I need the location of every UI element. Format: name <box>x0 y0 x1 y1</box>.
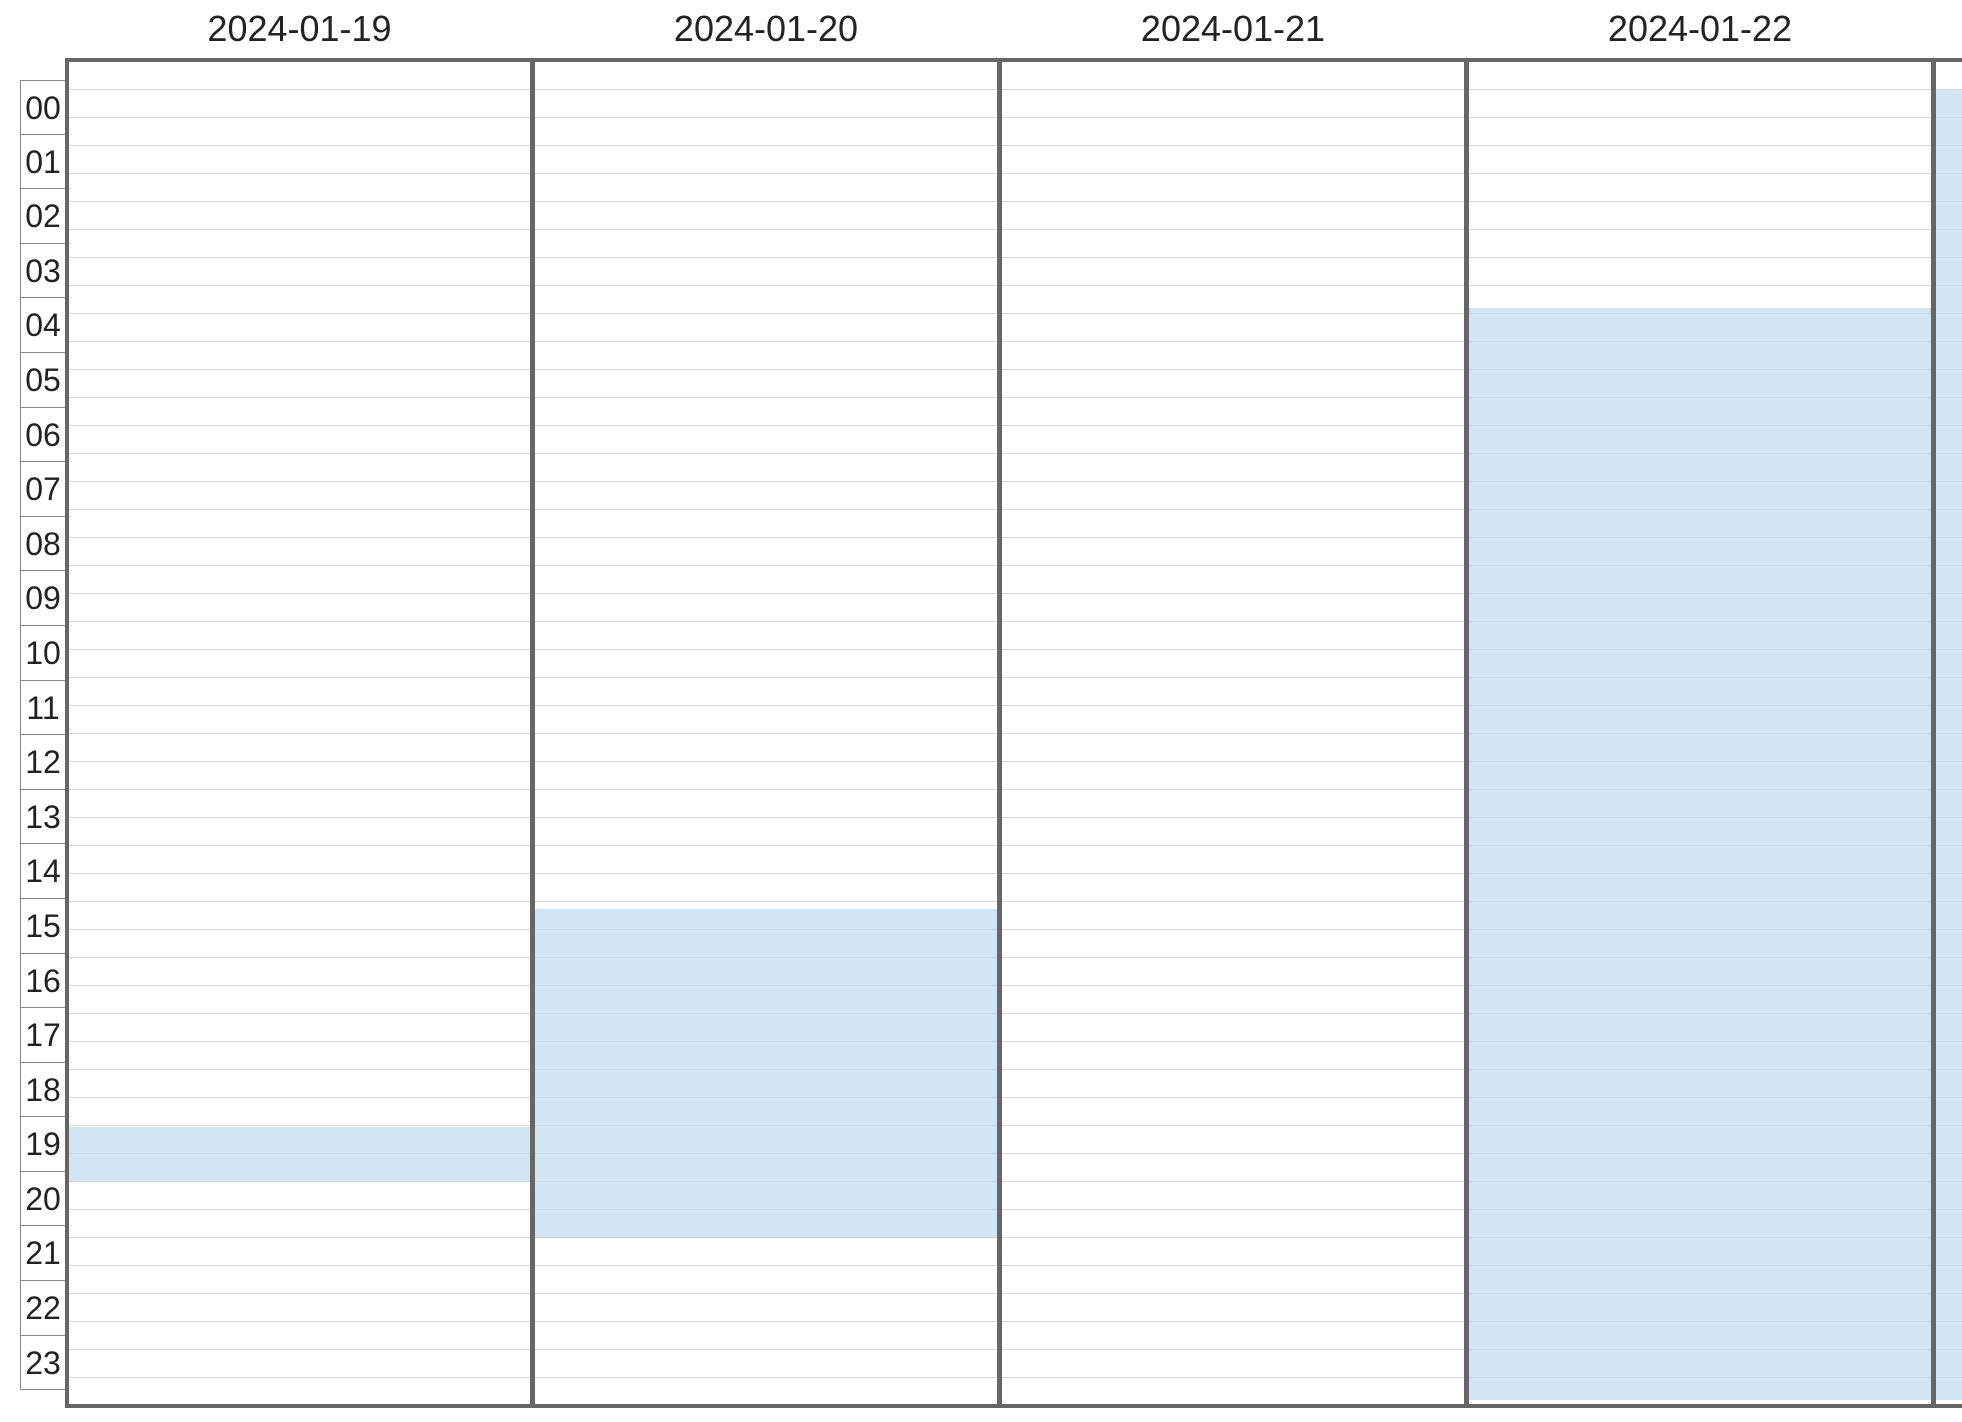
hour-label: 00 <box>20 80 66 135</box>
hour-label: 05 <box>20 352 66 408</box>
day-column-2024-01-21[interactable] <box>1002 62 1464 1404</box>
hour-label: 08 <box>20 516 66 572</box>
day-column-2024-01-20[interactable] <box>535 62 997 1404</box>
hour-label: 12 <box>20 735 66 790</box>
column-divider <box>530 58 535 1408</box>
column-divider <box>1464 58 1469 1408</box>
hour-label: 21 <box>20 1226 66 1282</box>
hour-label: 20 <box>20 1171 66 1227</box>
busy-block[interactable] <box>69 1127 530 1182</box>
hour-label: 18 <box>20 1062 66 1118</box>
hour-label: 09 <box>20 571 66 626</box>
day-header-2024-01-19: 2024-01-19 <box>207 8 392 49</box>
day-column-next[interactable] <box>1936 62 1962 1404</box>
hour-label: 06 <box>20 407 66 463</box>
column-divider <box>997 58 1002 1408</box>
hour-label: 22 <box>20 1281 66 1336</box>
hour-label: 14 <box>20 844 66 899</box>
hour-label: 17 <box>20 1008 66 1063</box>
hour-label: 11 <box>20 680 66 736</box>
hour-label: 19 <box>20 1117 66 1172</box>
hour-label: 13 <box>20 789 66 845</box>
calendar-grid-frame <box>65 58 1962 1408</box>
day-header-2024-01-20: 2024-01-20 <box>673 8 859 49</box>
hour-label: 07 <box>20 462 66 517</box>
column-divider <box>1931 58 1936 1408</box>
hour-label: 01 <box>20 134 66 190</box>
day-header-2024-01-22: 2024-01-22 <box>1607 8 1793 49</box>
busy-block[interactable] <box>1469 308 1931 1401</box>
hour-label: 02 <box>20 189 66 244</box>
day-column-2024-01-22[interactable] <box>1469 62 1931 1404</box>
busy-block[interactable] <box>535 909 997 1237</box>
day-header-2024-01-21: 2024-01-21 <box>1140 8 1326 49</box>
hour-label: 23 <box>20 1335 66 1391</box>
day-column-2024-01-19[interactable] <box>69 62 530 1404</box>
hour-label: 03 <box>20 243 66 299</box>
hour-axis: 00 01 02 03 04 05 06 07 08 09 10 11 12 1… <box>20 80 66 1391</box>
hour-label: 10 <box>20 625 66 681</box>
hour-label: 15 <box>20 898 66 954</box>
hour-label: 04 <box>20 298 66 353</box>
busy-block[interactable] <box>1936 90 1962 1401</box>
hour-label: 16 <box>20 953 66 1009</box>
